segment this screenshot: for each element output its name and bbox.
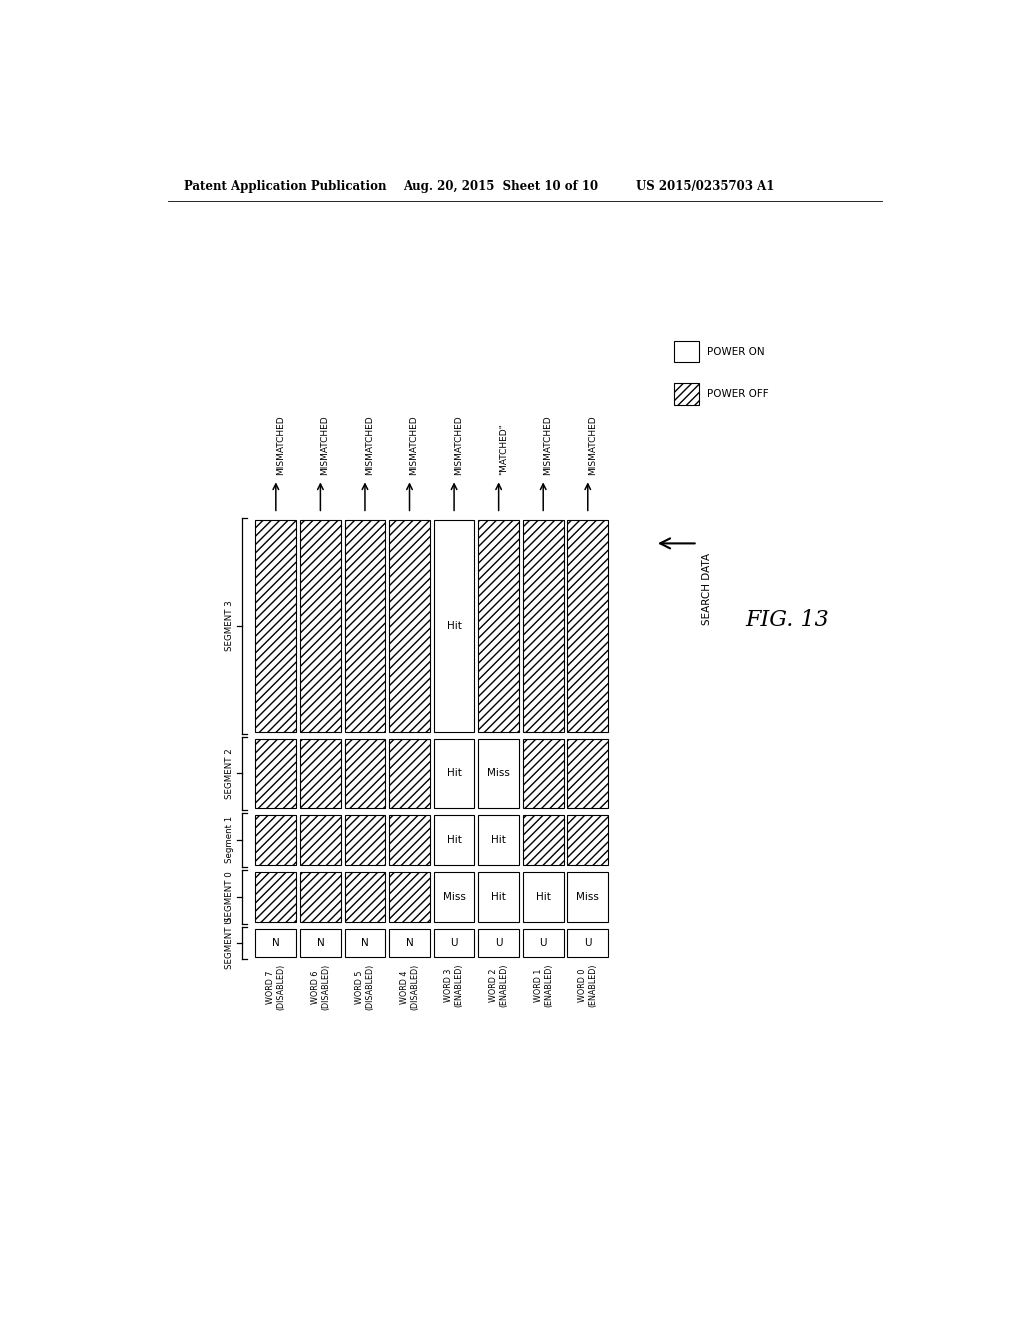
Bar: [478, 520, 519, 731]
Text: MISMATCHED: MISMATCHED: [321, 416, 330, 475]
Text: U: U: [540, 939, 547, 948]
Text: WORD 7
(DISABLED): WORD 7 (DISABLED): [266, 964, 286, 1010]
Bar: [389, 520, 430, 731]
Text: Hit: Hit: [536, 892, 551, 902]
Bar: [389, 929, 430, 957]
Text: Hit: Hit: [492, 834, 506, 845]
Bar: [345, 739, 385, 808]
Text: WORD 4
(DISABLED): WORD 4 (DISABLED): [399, 964, 419, 1010]
Text: MISMATCHED: MISMATCHED: [543, 416, 552, 475]
Bar: [675, 383, 699, 405]
Text: POWER ON: POWER ON: [707, 347, 765, 356]
Text: Segment 1: Segment 1: [225, 816, 234, 863]
Bar: [300, 814, 341, 865]
Text: U: U: [584, 939, 592, 948]
Bar: [567, 739, 608, 808]
Bar: [567, 814, 608, 865]
Bar: [567, 520, 608, 731]
Text: N: N: [316, 939, 325, 948]
Text: Aug. 20, 2015  Sheet 10 of 10: Aug. 20, 2015 Sheet 10 of 10: [403, 180, 598, 193]
Text: Miss: Miss: [442, 892, 466, 902]
Text: "MATCHED": "MATCHED": [499, 424, 508, 475]
Bar: [345, 929, 385, 957]
Text: MISMATCHED: MISMATCHED: [454, 416, 463, 475]
Bar: [345, 871, 385, 921]
Text: N: N: [361, 939, 369, 948]
Text: SEGMENT 0: SEGMENT 0: [225, 871, 234, 923]
Bar: [300, 871, 341, 921]
Text: MISMATCHED: MISMATCHED: [588, 416, 597, 475]
Bar: [255, 871, 296, 921]
Bar: [389, 871, 430, 921]
Text: SEGMENT U: SEGMENT U: [225, 917, 234, 969]
Text: WORD 6
(DISABLED): WORD 6 (DISABLED): [310, 964, 330, 1010]
Bar: [478, 739, 519, 808]
Bar: [567, 929, 608, 957]
Bar: [345, 814, 385, 865]
Text: FIG. 13: FIG. 13: [744, 610, 828, 631]
Bar: [255, 814, 296, 865]
Bar: [523, 520, 563, 731]
Text: MISMATCHED: MISMATCHED: [410, 416, 419, 475]
Bar: [478, 871, 519, 921]
Bar: [523, 871, 563, 921]
Bar: [567, 871, 608, 921]
Bar: [523, 739, 563, 808]
Bar: [523, 929, 563, 957]
Bar: [345, 520, 385, 731]
Bar: [300, 739, 341, 808]
Text: WORD 2
(ENABLED): WORD 2 (ENABLED): [488, 964, 508, 1007]
Text: Hit: Hit: [446, 620, 462, 631]
Text: SEARCH DATA: SEARCH DATA: [701, 553, 712, 624]
Text: SEGMENT 2: SEGMENT 2: [225, 748, 234, 799]
Text: Miss: Miss: [487, 768, 510, 779]
Bar: [434, 814, 474, 865]
Text: Hit: Hit: [446, 768, 462, 779]
Text: POWER OFF: POWER OFF: [707, 389, 769, 399]
Bar: [434, 520, 474, 731]
Bar: [389, 814, 430, 865]
Bar: [434, 871, 474, 921]
Text: N: N: [272, 939, 280, 948]
Bar: [434, 739, 474, 808]
Text: Hit: Hit: [446, 834, 462, 845]
Text: WORD 1
(ENABLED): WORD 1 (ENABLED): [534, 964, 553, 1007]
Text: Patent Application Publication: Patent Application Publication: [183, 180, 386, 193]
Text: WORD 5
(DISABLED): WORD 5 (DISABLED): [355, 964, 375, 1010]
Text: WORD 0
(ENABLED): WORD 0 (ENABLED): [579, 964, 597, 1007]
Bar: [255, 520, 296, 731]
Text: N: N: [406, 939, 414, 948]
Text: WORD 3
(ENABLED): WORD 3 (ENABLED): [444, 964, 464, 1007]
Text: MISMATCHED: MISMATCHED: [275, 416, 285, 475]
Bar: [300, 929, 341, 957]
Text: SEGMENT 3: SEGMENT 3: [225, 601, 234, 651]
Bar: [389, 739, 430, 808]
Bar: [300, 520, 341, 731]
Text: U: U: [451, 939, 458, 948]
Bar: [478, 814, 519, 865]
Bar: [434, 929, 474, 957]
Text: U: U: [495, 939, 503, 948]
Text: Hit: Hit: [492, 892, 506, 902]
Bar: [675, 341, 699, 363]
Text: Miss: Miss: [577, 892, 599, 902]
Bar: [523, 814, 563, 865]
Bar: [255, 739, 296, 808]
Text: US 2015/0235703 A1: US 2015/0235703 A1: [636, 180, 774, 193]
Bar: [255, 929, 296, 957]
Text: MISMATCHED: MISMATCHED: [365, 416, 374, 475]
Bar: [478, 929, 519, 957]
